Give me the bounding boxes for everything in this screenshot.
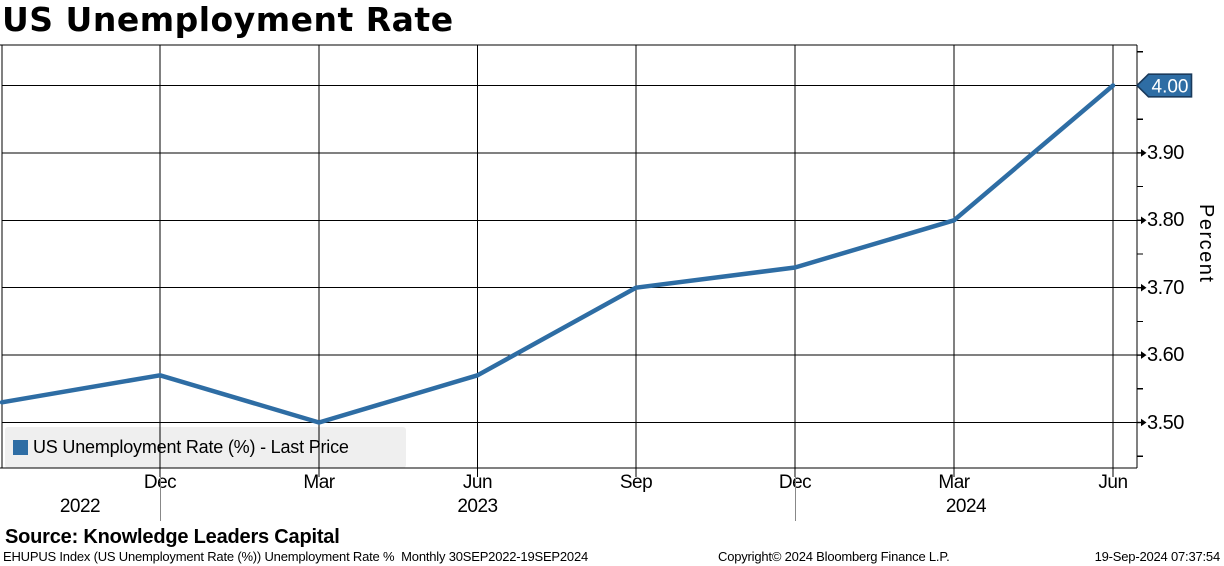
y-tick-arrow-icon [1141,216,1147,225]
last-price-badge: 4.00 [1135,73,1193,98]
source-attribution: Source: Knowledge Leaders Capital [5,526,340,548]
x-tick-label: Mar [938,472,970,493]
y-axis-title: Percent [1195,204,1217,284]
copyright-notice: Copyright© 2024 Bloomberg Finance L.P. [718,549,950,564]
axis-frame [0,44,1147,477]
last-price-badge-value: 4.00 [1152,77,1189,98]
y-tick-label: 3.70 [1147,276,1184,299]
year-label: 2023 [457,496,498,517]
year-label: 2022 [59,496,101,517]
y-tick-label: 3.60 [1147,344,1184,367]
last-price-badge-shape [1135,73,1193,98]
unemployment-line-series [0,83,1116,425]
x-tick-label: Mar [303,472,335,493]
ticker-descriptor: EHUPUS Index (US Unemployment Rate (%)) … [3,549,589,564]
y-tick-label: 3.80 [1147,209,1184,232]
y-tick-arrow-icon [1141,418,1147,427]
legend-series-marker-icon [13,440,28,455]
x-tick-label: Jun [462,472,493,493]
y-tick-arrow-icon [1141,149,1147,157]
y-tick-arrow-icon [1141,283,1147,292]
x-tick-label: Jun [1098,472,1128,493]
y-tick-label: 3.90 [1147,141,1184,164]
unemployment-rate-line [0,83,1116,425]
y-tick-arrow-icon [1141,351,1147,359]
print-timestamp: 19-Sep-2024 07:37:54 [1094,549,1221,564]
x-tick-label: Sep [619,472,653,493]
y-tick-label: 3.50 [1147,411,1184,434]
legend[interactable]: US Unemployment Rate (%) - Last Price [5,427,406,468]
page-title: US Unemployment Rate [2,0,454,39]
year-label: 2024 [945,496,987,517]
year-separator [160,470,161,521]
year-separator [795,470,796,521]
legend-series-label: US Unemployment Rate (%) - Last Price [33,437,349,457]
grid-lines [2,45,1137,468]
